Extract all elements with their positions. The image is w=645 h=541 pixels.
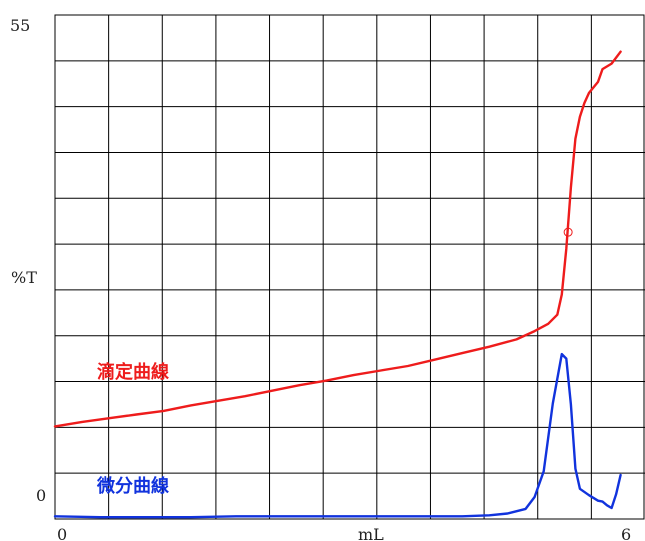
plot-frame — [54, 14, 645, 520]
series-lines — [53, 50, 622, 519]
y-tick-label-min: 0 — [36, 486, 46, 505]
equivalence-point-marker — [563, 227, 573, 237]
x-tick-label-max: 6 — [621, 525, 631, 541]
grid — [54, 14, 645, 520]
axis-labels: 55 0 %T 0 6 mL — [10, 16, 631, 541]
derivative-curve-label: 微分曲線 — [96, 475, 169, 497]
series-labels: 滴定曲線 微分曲線 — [96, 361, 169, 497]
y-tick-label-max: 55 — [10, 16, 30, 35]
titration-curve — [53, 50, 622, 428]
x-tick-label-min: 0 — [57, 525, 67, 541]
derivative-curve — [53, 352, 622, 519]
y-axis-label: %T — [11, 268, 37, 287]
x-axis-label: mL — [358, 525, 384, 541]
titration-curve-label: 滴定曲線 — [97, 361, 169, 383]
